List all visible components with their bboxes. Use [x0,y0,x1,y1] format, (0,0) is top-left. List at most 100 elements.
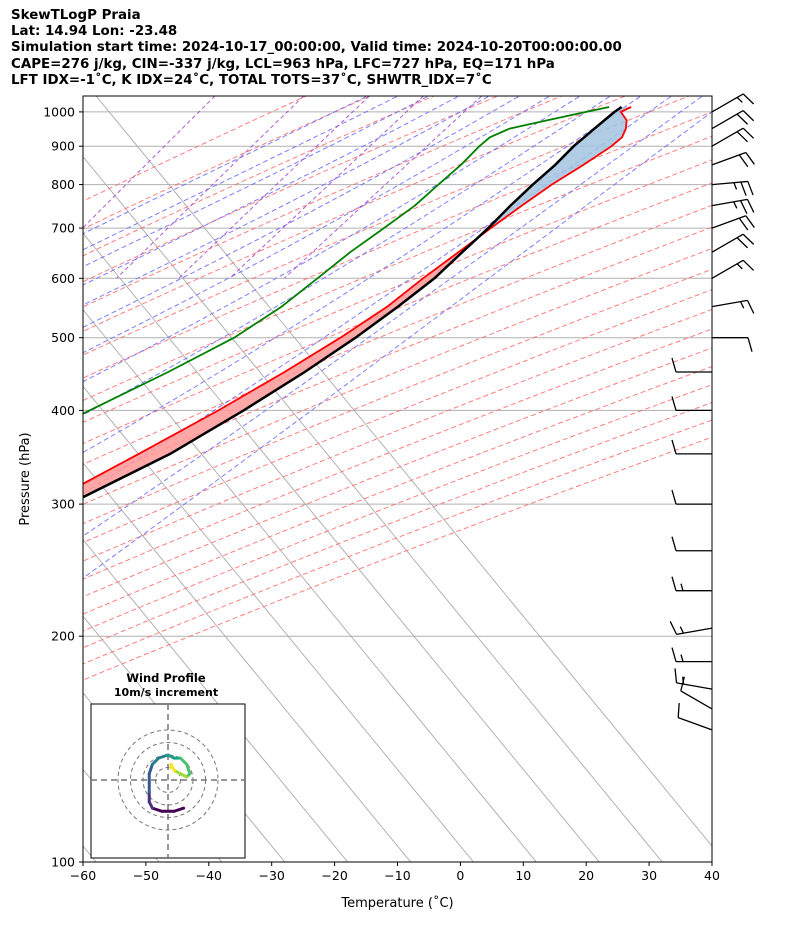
wind-barb-flag [745,215,755,228]
wind-barb-flag [671,489,677,505]
wind-barb-flag [736,237,749,249]
wind-barb-flag [742,110,755,122]
dry-adiabat-line [83,204,712,465]
wind-barb [671,357,712,373]
moist-adiabat-line [83,96,580,383]
wind-barb [669,621,713,636]
dry-adiabat-line [83,182,712,445]
y-tick-label: 600 [51,271,75,286]
x-tick-label: −20 [321,868,347,883]
wind-barb-flag [746,199,755,213]
temperature-profile [83,106,632,485]
y-tick-label: 1000 [43,104,75,119]
wind-barb-staff [711,299,748,308]
wind-barb-flag [736,96,743,103]
wind-barb-flag [736,131,749,143]
isotherm-line [83,309,537,862]
x-tick-label: 40 [704,868,720,883]
instability-parameters: CAPE=276 j/kg, CIN=-337 j/kg, LCL=963 hP… [11,57,555,72]
wind-barb-flag [745,152,755,165]
wind-barb-staff [711,93,744,113]
moist-adiabat-line [83,96,397,251]
moist-adiabat-line [83,96,489,306]
wind-barb-flag [746,300,755,314]
moist-adiabat-line [83,96,367,235]
wind-barb-flag [680,654,684,662]
wind-barb-staff [711,180,748,186]
wind-barb-flag [739,301,745,309]
x-tick-label: 10 [515,868,531,883]
x-tick-label: −30 [259,868,285,883]
moist-adiabat-line [83,96,641,453]
dry-adiabat-line [83,96,626,332]
wind-barb-staff [677,716,713,731]
wind-barb [711,110,755,130]
mixing-ratio-line [116,96,304,279]
wind-barb [711,259,755,279]
wind-barb-staff [711,127,744,147]
station-title: SkewTLogP Praia [11,8,141,23]
dry-adiabat-line [83,96,498,283]
simulation-times: Simulation start time: 2024-10-17_00:00:… [11,40,622,55]
wind-barb-staff [711,233,744,253]
wind-barb-flag [671,647,677,662]
wind-barb-staff [711,110,744,130]
wind-barb [711,299,755,314]
isotherm-line [83,232,600,862]
wind-barb-flag [671,396,677,411]
wind-barb-flag [747,337,753,352]
wind-barb-flag [671,536,677,551]
wind-barb-flag [742,259,755,271]
dry-adiabat-line [83,308,712,562]
wind-barb-staff [676,627,713,636]
wind-barb [671,536,712,552]
hodograph-trace-segment [150,806,164,813]
y-tick-label: 500 [51,330,75,345]
wind-barb [711,233,755,253]
cin-area [480,107,632,236]
x-tick-label: 0 [456,868,464,883]
wind-barb-flag [671,576,677,591]
dry-adiabat-line [83,419,712,665]
wind-barb-flag [733,201,738,209]
wind-barb-flag [669,621,678,635]
y-tick-label: 100 [51,855,75,870]
hodograph-trace-segment [172,806,186,813]
y-axis-label: Pressure (hPa) [18,432,33,525]
wind-barb-flag [674,668,678,683]
axes: −60 −50 −40 −30 −20 −10 0 10 20 30 40 100 200 300 400 5… [18,104,720,911]
wind-barb [677,703,713,731]
wind-barb-flag [747,181,754,196]
moist-adiabat-line [83,96,459,286]
isotherm-line [95,96,712,847]
moist-adiabat-line [83,96,519,328]
wind-barb-flag [671,357,677,373]
dry-adiabat-line [83,96,435,257]
hodograph-trace-segment [147,762,154,776]
wind-barb-flag [738,154,749,168]
dry-adiabat-line [83,96,562,308]
wind-barb [671,489,712,505]
wind-barb [711,127,755,147]
mixing-ratio-line [229,96,424,279]
isotherm-line [83,385,474,862]
stability-indices: LFT IDX=-1˚C, K IDX=24˚C, TOTAL TOTS=37˚… [11,73,492,88]
parcel-path [83,105,623,499]
wind-barb-flag [740,181,747,196]
wind-barb-flag [671,439,677,455]
moist-adiabat-line [83,111,712,579]
wind-barb-staff [711,259,744,279]
y-tick-label: 900 [51,139,75,154]
wind-barb-flag [677,703,680,718]
isotherm-line [83,155,663,862]
wind-barb-flag [733,182,738,190]
wind-barb-staff [680,690,713,710]
wind-barb-flag [742,93,755,105]
wind-barb-flag [682,676,685,685]
y-tick-label: 800 [51,177,75,192]
dry-adiabat-line [83,159,712,423]
location-coordinates: Lat: 14.94 Lon: -23.48 [11,24,178,39]
wind-barb [680,676,713,710]
